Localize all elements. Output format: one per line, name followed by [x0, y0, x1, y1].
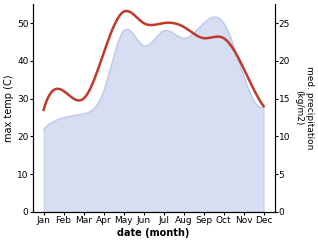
X-axis label: date (month): date (month) — [117, 228, 190, 238]
Y-axis label: max temp (C): max temp (C) — [4, 74, 14, 142]
Y-axis label: med. precipitation
(kg/m2): med. precipitation (kg/m2) — [294, 66, 314, 150]
